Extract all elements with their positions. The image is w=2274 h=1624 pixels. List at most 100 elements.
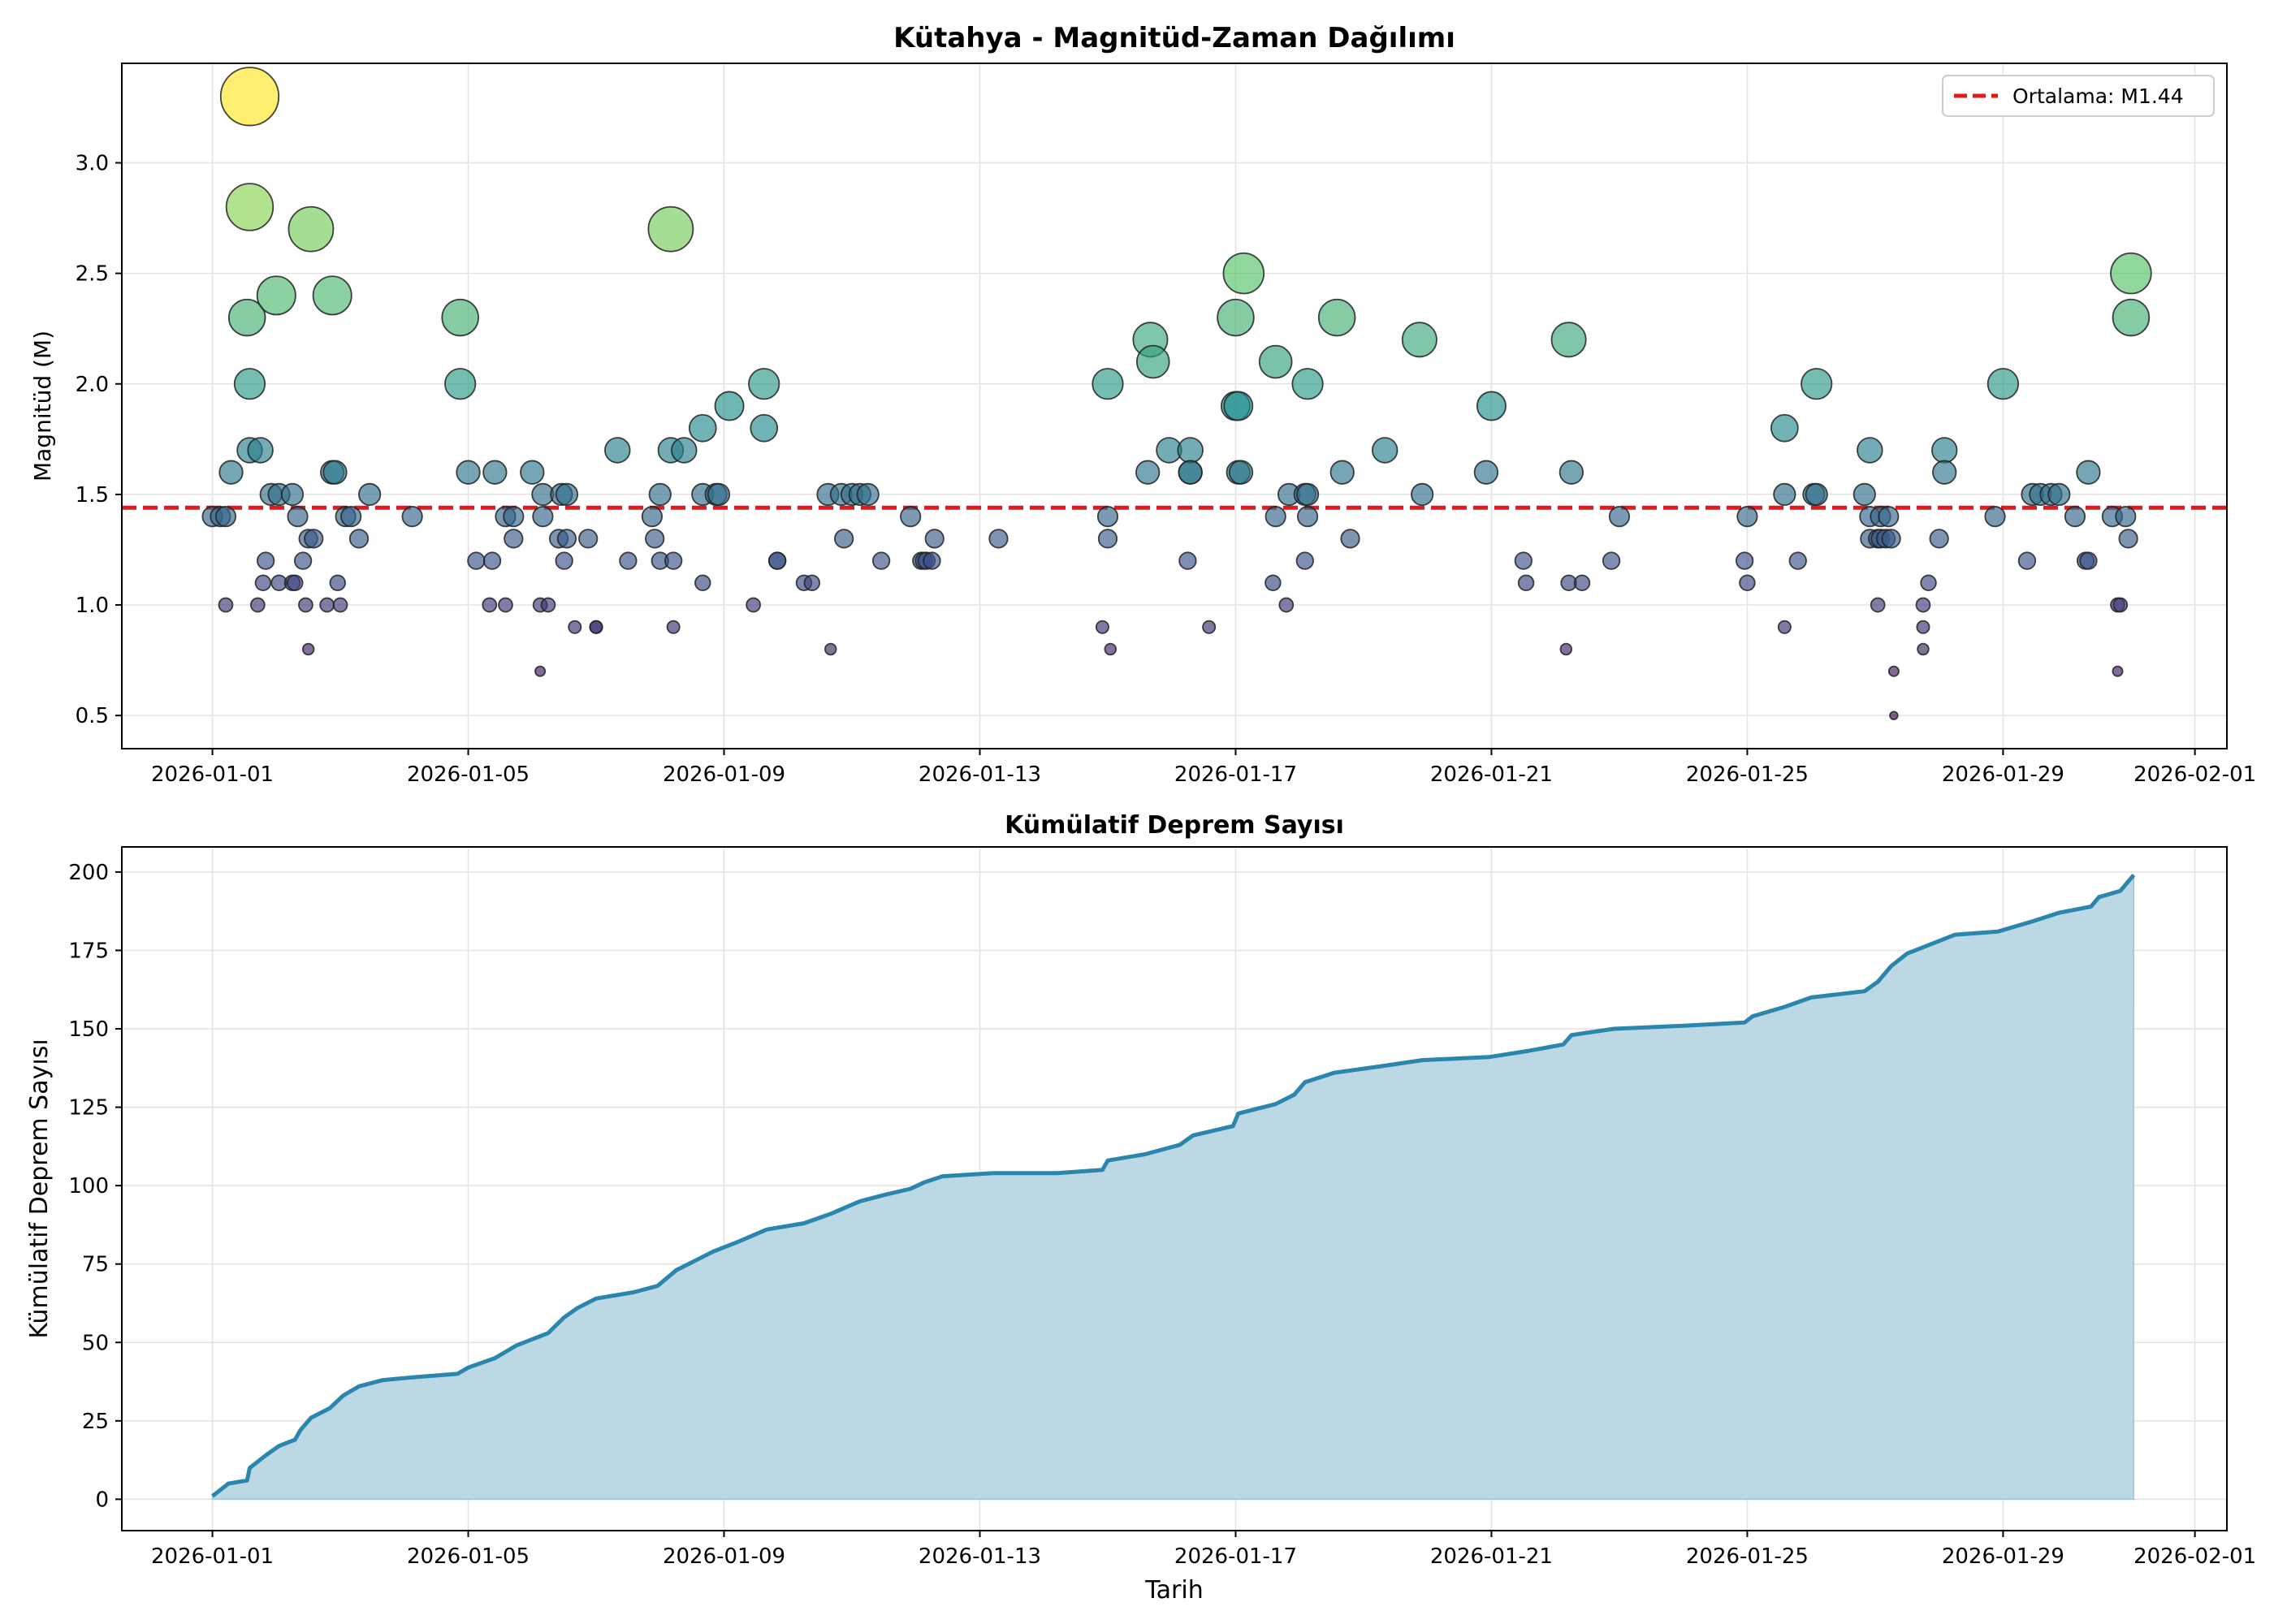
data-point <box>714 391 745 421</box>
data-point <box>498 597 513 613</box>
data-point <box>666 620 681 634</box>
data-point <box>1097 529 1118 549</box>
y-tick-label: 0 <box>95 1488 109 1512</box>
x-tick-label: 2026-01-21 <box>1430 762 1553 787</box>
data-point <box>1135 460 1161 485</box>
y-tick-label: 1.5 <box>76 483 109 508</box>
data-point <box>1929 529 1949 549</box>
x-tick-label: 2026-01-25 <box>1686 1544 1809 1569</box>
data-point <box>1177 437 1204 464</box>
data-point <box>604 437 631 464</box>
grid <box>122 63 2227 749</box>
data-point <box>332 597 348 613</box>
data-point <box>1987 368 2020 400</box>
y-tick-label: 175 <box>68 939 109 963</box>
data-point <box>1296 506 1319 528</box>
data-point <box>2115 506 2137 528</box>
data-point <box>214 506 237 528</box>
data-point <box>707 482 731 507</box>
chart-title: Kütahya - Magnitüd-Zaman Dağılımı <box>893 22 1455 54</box>
data-point <box>482 460 508 485</box>
data-point <box>648 482 672 507</box>
data-point <box>225 183 275 231</box>
data-point <box>803 574 821 592</box>
data-point <box>1870 597 1886 613</box>
data-point <box>589 620 603 634</box>
data-point <box>1401 322 1437 358</box>
x-tick-label: 2026-01-29 <box>1942 1544 2064 1569</box>
data-point <box>988 529 1009 549</box>
y-tick-label: 125 <box>68 1096 109 1121</box>
data-point <box>1881 529 1901 549</box>
data-point <box>1340 529 1360 549</box>
data-point <box>1096 506 1119 528</box>
data-point <box>2076 460 2101 485</box>
x-tick-label: 2026-01-25 <box>1686 762 1809 787</box>
y-tick-label: 25 <box>82 1410 109 1434</box>
data-point <box>671 437 698 464</box>
data-point <box>1217 298 1255 337</box>
data-point <box>2112 298 2151 337</box>
data-point <box>871 551 891 570</box>
data-point <box>2112 665 2124 677</box>
data-point <box>1739 574 1756 592</box>
data-point <box>1476 391 1507 421</box>
y-axis-label: Kümülatif Deprem Sayısı <box>25 1039 54 1338</box>
data-point <box>1932 460 1957 485</box>
data-point <box>227 298 266 337</box>
data-point <box>1788 551 1807 570</box>
data-point <box>218 460 244 485</box>
data-point <box>1852 482 1876 507</box>
data-point <box>218 597 234 613</box>
data-point <box>1222 252 1265 295</box>
x-tick-label: 2026-01-21 <box>1430 1544 1553 1569</box>
data-point <box>534 665 547 677</box>
data-point <box>257 551 275 570</box>
y-axis-label: Magnitüd (M) <box>29 330 56 482</box>
data-point <box>1805 482 1828 507</box>
data-point <box>1371 437 1399 464</box>
x-axis: 2026-01-01 2026-01-05 2026-01-09 2026-01-13… <box>151 1531 2256 1569</box>
data-point <box>2047 482 2071 507</box>
y-tick-label: 100 <box>68 1174 109 1199</box>
data-point <box>1777 620 1792 634</box>
data-point <box>767 551 787 570</box>
cumulative-area <box>211 873 2134 1501</box>
data-point <box>304 529 324 549</box>
data-point <box>482 551 502 570</box>
data-point <box>1608 506 1631 528</box>
data-point <box>219 67 280 127</box>
data-point <box>900 506 922 528</box>
data-point <box>319 597 335 613</box>
data-point <box>444 368 477 400</box>
data-point <box>1265 506 1286 528</box>
x-tick-label: 2026-01-01 <box>151 762 274 787</box>
y-axis: 0.5 1.0 1.5 2.0 2.5 3.0 <box>76 152 122 728</box>
data-point <box>1984 506 2006 528</box>
data-point <box>1550 322 1587 358</box>
data-point <box>247 437 274 464</box>
data-point <box>1735 551 1754 570</box>
data-point <box>298 597 313 613</box>
x-axis: 2026-01-01 2026-01-05 2026-01-09 2026-01-13… <box>151 749 2256 787</box>
scatter-points <box>201 67 2152 720</box>
x-tick-label: 2026-01-01 <box>151 1544 274 1569</box>
legend: Ortalama: M1.44 <box>1942 75 2215 117</box>
data-point <box>2118 529 2138 549</box>
x-tick-label: 2026-01-17 <box>1174 762 1297 787</box>
data-point <box>1411 482 1434 507</box>
data-point <box>293 551 313 570</box>
data-point <box>540 597 556 613</box>
data-point <box>1178 460 1203 485</box>
x-tick-label: 2026-01-17 <box>1174 1544 1297 1569</box>
data-point <box>568 620 582 634</box>
data-point <box>287 574 304 592</box>
y-tick-label: 150 <box>68 1017 109 1042</box>
data-point <box>467 551 486 570</box>
data-point <box>694 574 711 592</box>
data-point <box>2064 506 2086 528</box>
data-point <box>556 529 577 549</box>
data-point <box>482 597 498 613</box>
data-point <box>1228 460 1254 485</box>
data-point <box>287 205 335 253</box>
